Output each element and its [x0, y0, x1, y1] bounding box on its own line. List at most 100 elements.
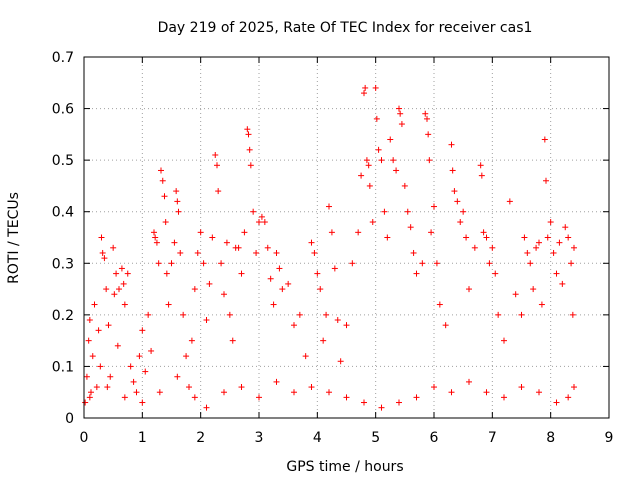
- x-axis-label: GPS time / hours: [286, 459, 403, 475]
- data-point: [267, 275, 274, 282]
- data-point: [477, 162, 484, 169]
- data-point: [256, 219, 262, 226]
- data-point: [155, 260, 162, 267]
- data-point: [156, 389, 163, 396]
- y-tick-label: 0.3: [52, 256, 74, 272]
- data-point: [97, 363, 104, 370]
- data-point: [264, 244, 271, 251]
- data-point: [91, 301, 98, 308]
- tick-labels: 0 1 2 3 4 5 6 7 8 9 0 0.1 0.2 0.3 0.4 0.5 0.6 0.7: [52, 50, 614, 446]
- data-point: [361, 399, 367, 406]
- data-point: [113, 270, 120, 277]
- data-point: [466, 378, 472, 385]
- data-point: [571, 244, 577, 251]
- data-point: [483, 234, 490, 241]
- data-point: [270, 301, 277, 308]
- data-point: [85, 337, 92, 344]
- data-point: [375, 146, 382, 153]
- data-point: [104, 384, 111, 391]
- x-tick-label: 9: [605, 430, 614, 446]
- data-point: [334, 317, 341, 324]
- data-point: [139, 399, 146, 406]
- data-point: [308, 384, 315, 391]
- data-point: [536, 239, 542, 246]
- data-point: [457, 219, 464, 226]
- data-point: [116, 286, 122, 293]
- data-point: [390, 157, 397, 164]
- data-point: [387, 136, 394, 143]
- data-point: [194, 249, 201, 256]
- data-point: [343, 394, 350, 401]
- data-point: [518, 384, 525, 391]
- data-point: [86, 317, 93, 324]
- data-point: [401, 182, 408, 189]
- data-point: [425, 131, 432, 138]
- data-point: [114, 342, 121, 349]
- data-point: [105, 322, 112, 329]
- y-tick-label: 0.1: [52, 359, 74, 375]
- data-point: [168, 260, 175, 267]
- data-point: [256, 394, 262, 401]
- data-point: [206, 280, 213, 287]
- data-point: [521, 234, 528, 241]
- data-point: [99, 249, 106, 256]
- data-point: [460, 208, 467, 215]
- data-point: [273, 378, 280, 385]
- data-point: [235, 244, 242, 251]
- data-point: [384, 234, 391, 241]
- data-point: [88, 389, 94, 396]
- data-point: [203, 404, 210, 411]
- data-point: [413, 270, 420, 277]
- data-point: [483, 389, 490, 396]
- data-point: [413, 394, 420, 401]
- data-point: [362, 84, 369, 91]
- data-point: [562, 224, 569, 231]
- data-point: [83, 373, 90, 380]
- y-tick-label: 0.2: [52, 308, 74, 324]
- data-point: [162, 219, 169, 226]
- data-point: [258, 213, 265, 220]
- grid-lines: [84, 57, 609, 418]
- data-point: [101, 255, 108, 262]
- data-point: [361, 90, 367, 97]
- data-point: [161, 193, 168, 200]
- data-point: [373, 115, 380, 122]
- data-point: [188, 337, 195, 344]
- x-tick-label: 6: [430, 430, 439, 446]
- data-point: [544, 234, 551, 241]
- data-point: [363, 157, 370, 164]
- data-point: [177, 249, 184, 256]
- data-point: [291, 389, 297, 396]
- data-point: [326, 389, 332, 396]
- data-point: [226, 311, 233, 318]
- data-point: [246, 146, 253, 153]
- data-point: [221, 291, 227, 298]
- data-point: [142, 368, 149, 375]
- data-point: [296, 311, 303, 318]
- data-point: [238, 384, 245, 391]
- data-point: [328, 229, 335, 236]
- data-point: [480, 229, 487, 236]
- y-tick-label: 0.6: [52, 102, 74, 118]
- data-point: [538, 301, 545, 308]
- data-point: [323, 311, 330, 318]
- data-point: [124, 270, 131, 277]
- data-point: [302, 353, 309, 360]
- data-point: [308, 239, 315, 246]
- axes: [83, 56, 610, 419]
- data-point: [311, 249, 318, 256]
- data-point: [355, 229, 362, 236]
- data-point: [369, 219, 376, 226]
- y-tick-label: 0.7: [52, 50, 74, 66]
- data-point: [245, 131, 252, 138]
- data-point: [120, 280, 127, 287]
- data-point: [317, 286, 324, 293]
- data-point: [365, 162, 372, 169]
- data-point: [410, 249, 417, 256]
- chart-title: Day 219 of 2025, Rate Of TEC Index for r…: [158, 20, 533, 36]
- data-point: [320, 337, 327, 344]
- data-point: [556, 239, 563, 246]
- data-point: [180, 311, 187, 318]
- data-point: [223, 239, 230, 246]
